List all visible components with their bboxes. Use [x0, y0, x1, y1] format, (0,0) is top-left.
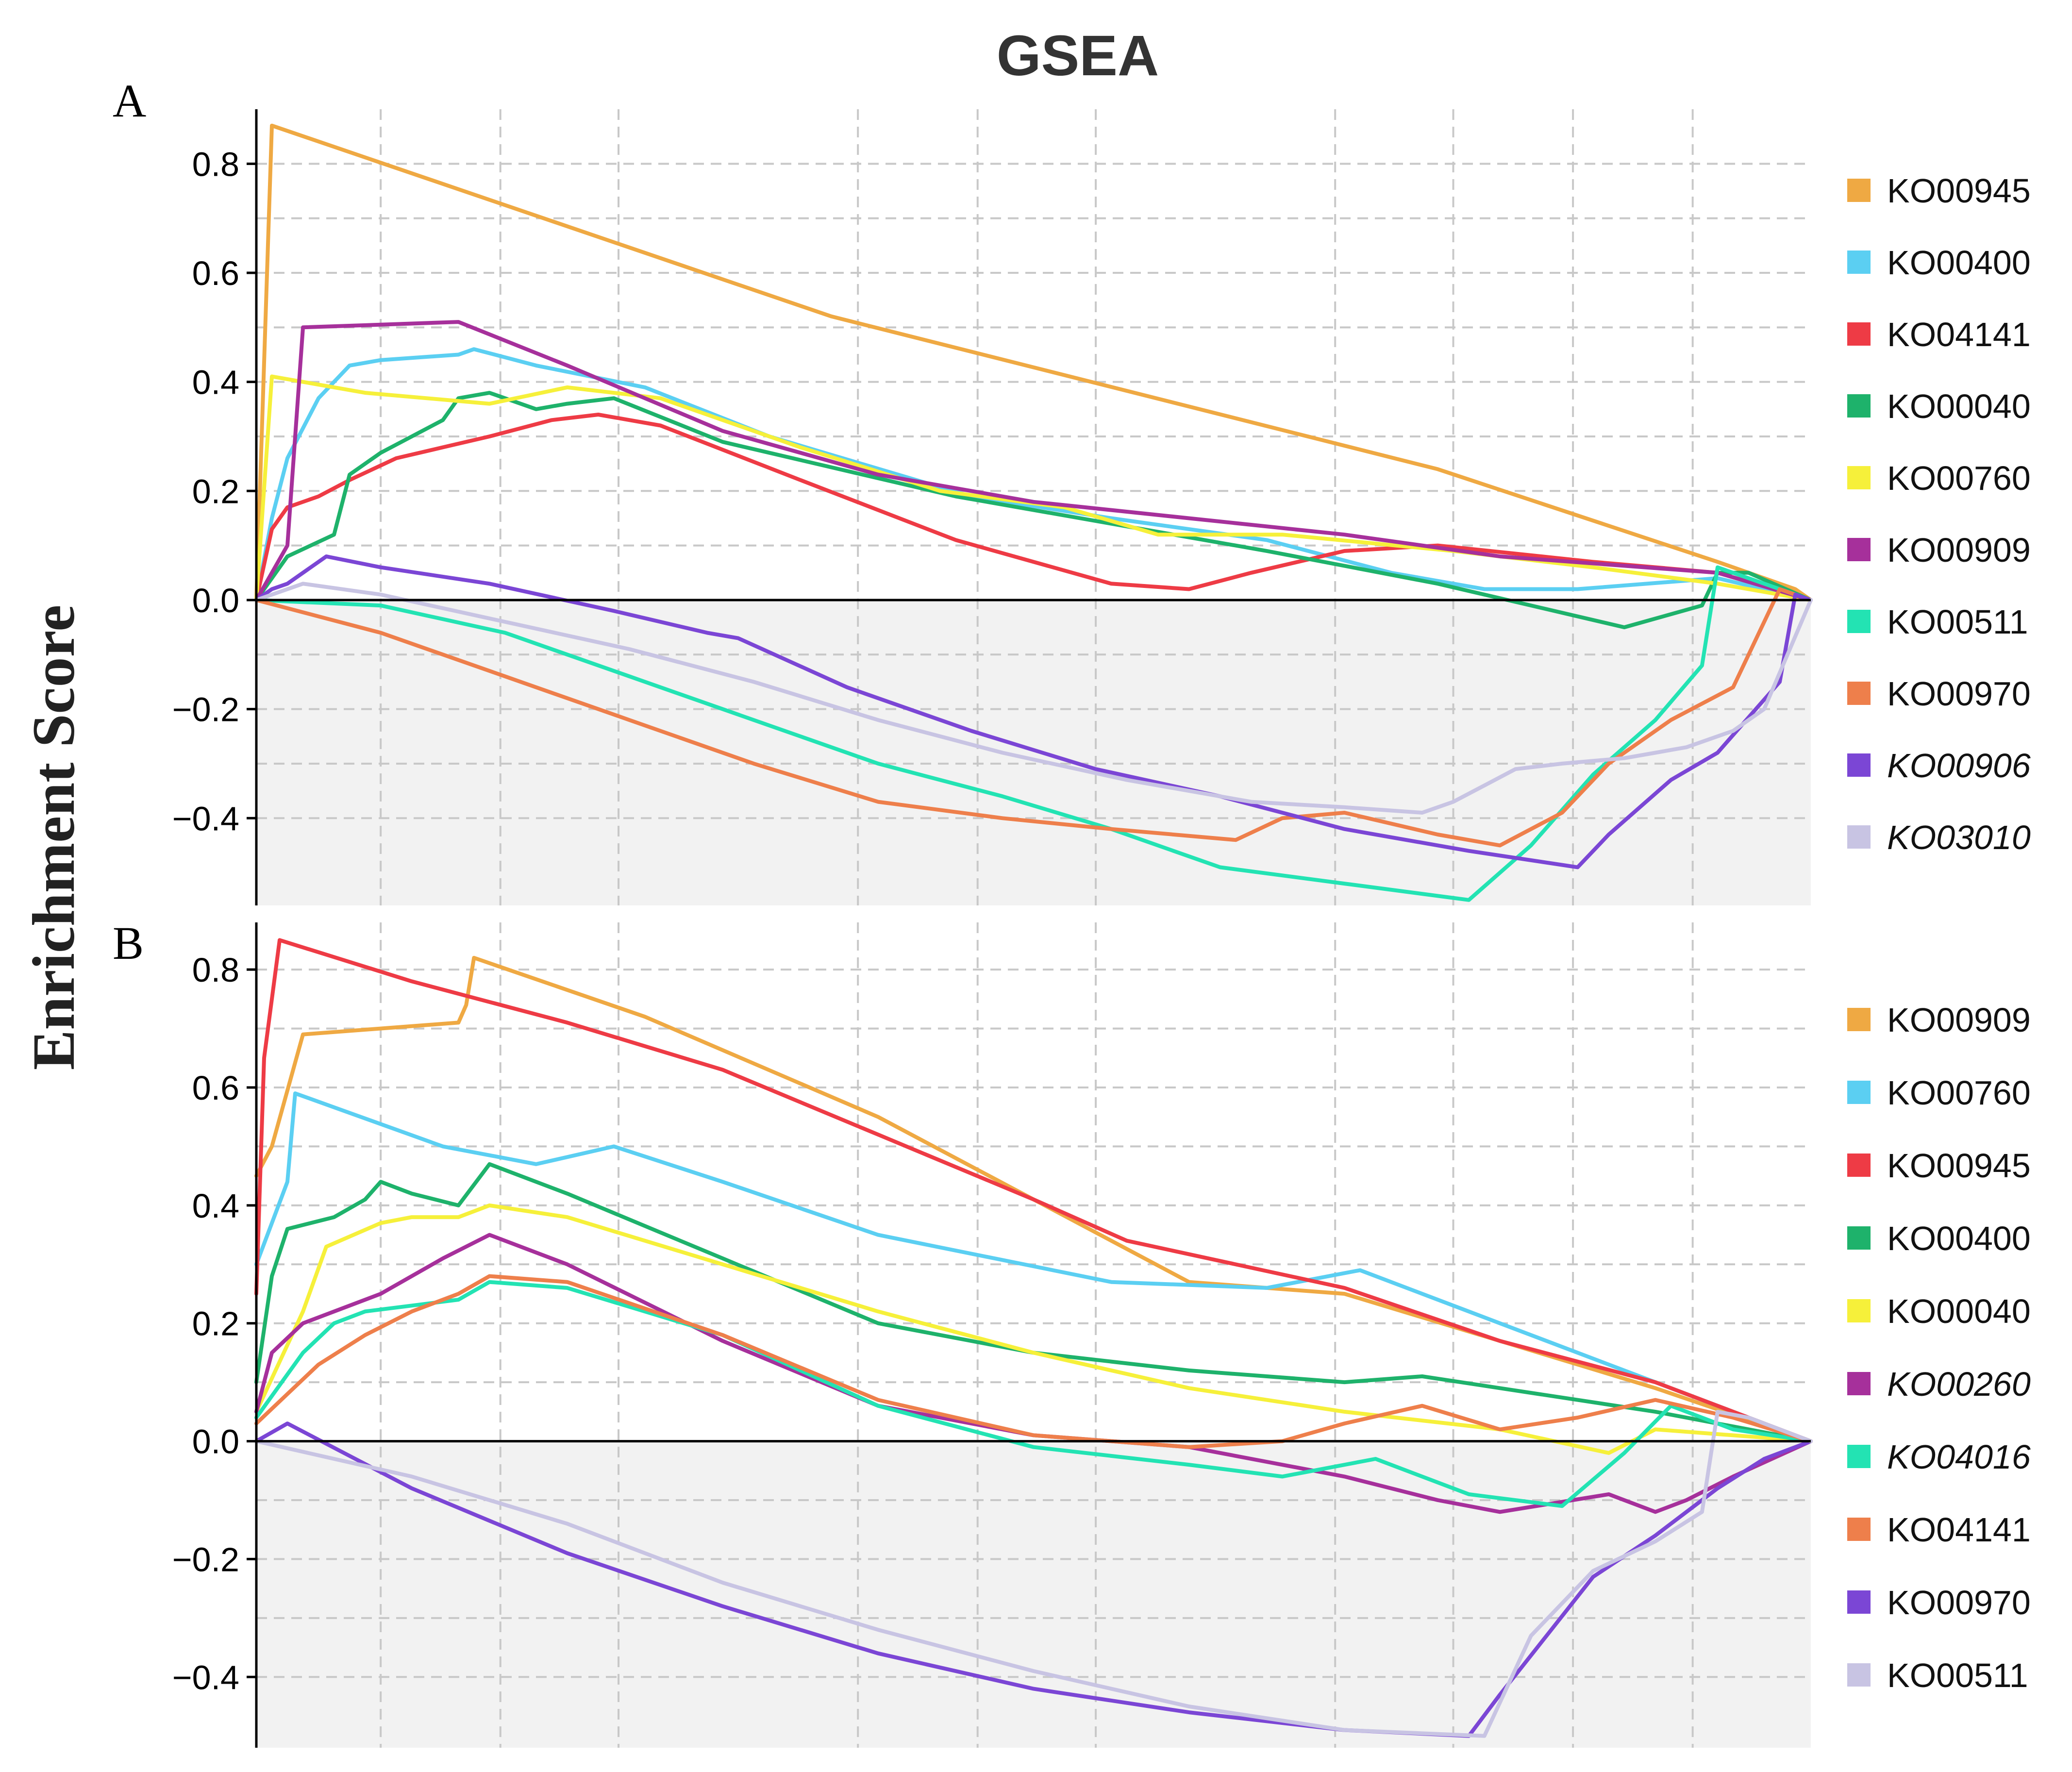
panel-b-legend-swatch-ko00945: [1847, 1153, 1871, 1177]
panel-a-series-ko00400: [254, 347, 1813, 602]
panel-a-series-ko03010: [254, 582, 1813, 815]
panel-a: A −0.4 −0.2 0.0 0.2 0.4 0.6 0.8 KO00945 KO00400…: [113, 75, 2031, 905]
panel-b-series-ko00400: [254, 1162, 1813, 1443]
panel-b-series-ko04016: [254, 1280, 1813, 1508]
panel-a-legend-label-ko00511: KO00511: [1887, 603, 2028, 641]
panel-b-legend-swatch-ko00970: [1847, 1590, 1871, 1614]
panel-a-legend-label-ko00909: KO00909: [1887, 531, 2031, 569]
panel-a-series: [254, 123, 1813, 902]
panel-b-negative-region: [256, 1441, 1811, 1748]
panel-a-ytick-label-1: −0.2: [172, 691, 239, 729]
panel-b-letter: B: [113, 917, 144, 969]
panel-b-legend-label-ko00945: KO00945: [1887, 1147, 2031, 1185]
panel-b-axes: −0.4 −0.2 0.0 0.2 0.4 0.6 0.8: [172, 922, 1811, 1748]
panel-a-legend-swatch-ko00945: [1847, 179, 1871, 202]
panel-a-series-ko00909: [254, 320, 1813, 602]
panel-b-ytick-label-0: −0.4: [172, 1658, 239, 1696]
panel-b-ytick-label-1: −0.2: [172, 1540, 239, 1578]
panel-b-ytick-label-4: 0.4: [192, 1187, 239, 1225]
panel-b-series-ko00040: [254, 1203, 1813, 1455]
y-axis-label: Enrichment Score: [20, 605, 87, 1070]
panel-a-ytick-label-5: 0.6: [192, 254, 239, 292]
panel-a-shade: [256, 600, 1811, 905]
panel-a-legend-swatch-ko00970: [1847, 682, 1871, 705]
panel-a-axes: −0.4 −0.2 0.0 0.2 0.4 0.6 0.8: [172, 109, 1811, 905]
panel-a-negative-region: [256, 600, 1811, 905]
panel-a-ytick-label-6: 0.8: [192, 145, 239, 183]
panel-b-legend-label-ko00260: KO00260: [1887, 1365, 2031, 1403]
panel-b-legend-swatch-ko00511: [1847, 1663, 1871, 1687]
panel-b-legend-swatch-ko04141: [1847, 1518, 1871, 1541]
panel-b-legend-label-ko04016: KO04016: [1887, 1438, 2031, 1476]
panel-b-legend-label-ko00970: KO00970: [1887, 1584, 2031, 1622]
panel-a-legend-label-ko00906: KO00906: [1887, 747, 2031, 785]
panel-b-legend-label-ko00760: KO00760: [1887, 1074, 2031, 1112]
panel-a-ytick-label-3: 0.2: [192, 472, 239, 510]
panel-b-legend-swatch-ko00909: [1847, 1008, 1871, 1031]
panel-a-legend-swatch-ko00760: [1847, 466, 1871, 489]
panel-a-series-ko00970: [254, 587, 1813, 848]
panel-b-shade: [256, 1441, 1811, 1748]
panel-b-legend: KO00909 KO00760 KO00945 KO00400 KO00040 KO002…: [1847, 1001, 2031, 1694]
panel-a-legend-label-ko03010: KO03010: [1887, 819, 2031, 856]
panel-b: B −0.4 −0.2 0.0 0.2 0.4 0.6 0.8 KO00909 KO00760…: [113, 917, 2031, 1748]
panel-a-legend: KO00945 KO00400 KO04141 KO00040 KO00760 KO009…: [1847, 172, 2031, 856]
panel-a-series-ko00906: [254, 554, 1813, 869]
panel-b-legend-label-ko04141: KO04141: [1887, 1511, 2031, 1549]
panel-a-legend-label-ko00945: KO00945: [1887, 172, 2031, 210]
panel-b-legend-swatch-ko00760: [1847, 1081, 1871, 1104]
panel-a-legend-label-ko00040: KO00040: [1887, 387, 2031, 425]
panel-a-legend-swatch-ko00400: [1847, 251, 1871, 274]
panel-a-ytick-label-0: −0.4: [172, 800, 239, 837]
panel-a-legend-label-ko00970: KO00970: [1887, 675, 2031, 713]
panel-b-series-ko00511: [254, 1409, 1813, 1738]
panel-a-legend-swatch-ko00909: [1847, 538, 1871, 561]
panel-a-legend-label-ko00400: KO00400: [1887, 244, 2031, 282]
panel-b-legend-swatch-ko04016: [1847, 1445, 1871, 1468]
panel-b-series: [254, 938, 1813, 1738]
panel-a-series-ko00511: [254, 565, 1813, 902]
panel-a-series-ko00760: [254, 374, 1813, 602]
panel-a-letter: A: [113, 75, 146, 127]
panel-b-legend-swatch-ko00260: [1847, 1372, 1871, 1395]
panel-b-legend-label-ko00511: KO00511: [1887, 1656, 2028, 1694]
panel-b-legend-swatch-ko00040: [1847, 1299, 1871, 1322]
panel-b-legend-label-ko00400: KO00400: [1887, 1220, 2031, 1257]
panel-b-ytick-label-3: 0.2: [192, 1305, 239, 1343]
panel-b-ytick-label-5: 0.6: [192, 1069, 239, 1107]
panel-b-series-ko00945: [254, 938, 1813, 1443]
panel-a-legend-swatch-ko04141: [1847, 322, 1871, 346]
panel-b-legend-label-ko00040: KO00040: [1887, 1292, 2031, 1330]
panel-b-series-ko00760: [254, 1091, 1813, 1443]
panel-b-legend-label-ko00909: KO00909: [1887, 1001, 2031, 1039]
panel-a-legend-label-ko00760: KO00760: [1887, 459, 2031, 497]
panel-a-series-ko00040: [254, 391, 1813, 630]
panel-a-ytick-label-2: 0.0: [192, 582, 239, 619]
panel-b-ytick-label-6: 0.8: [192, 951, 239, 989]
panel-a-legend-swatch-ko00040: [1847, 394, 1871, 418]
panel-b-series-ko04141: [254, 1274, 1813, 1449]
panel-a-series-ko00945: [254, 123, 1813, 602]
panel-a-legend-label-ko04141: KO04141: [1887, 316, 2031, 353]
panel-b-ytick-label-2: 0.0: [192, 1423, 239, 1461]
chart-title: GSEA: [997, 24, 1159, 88]
panel-b-legend-swatch-ko00400: [1847, 1226, 1871, 1250]
panel-a-legend-swatch-ko00511: [1847, 610, 1871, 633]
panel-a-legend-swatch-ko03010: [1847, 825, 1871, 849]
panel-a-ytick-label-4: 0.4: [192, 364, 239, 401]
panel-a-legend-swatch-ko00906: [1847, 753, 1871, 777]
